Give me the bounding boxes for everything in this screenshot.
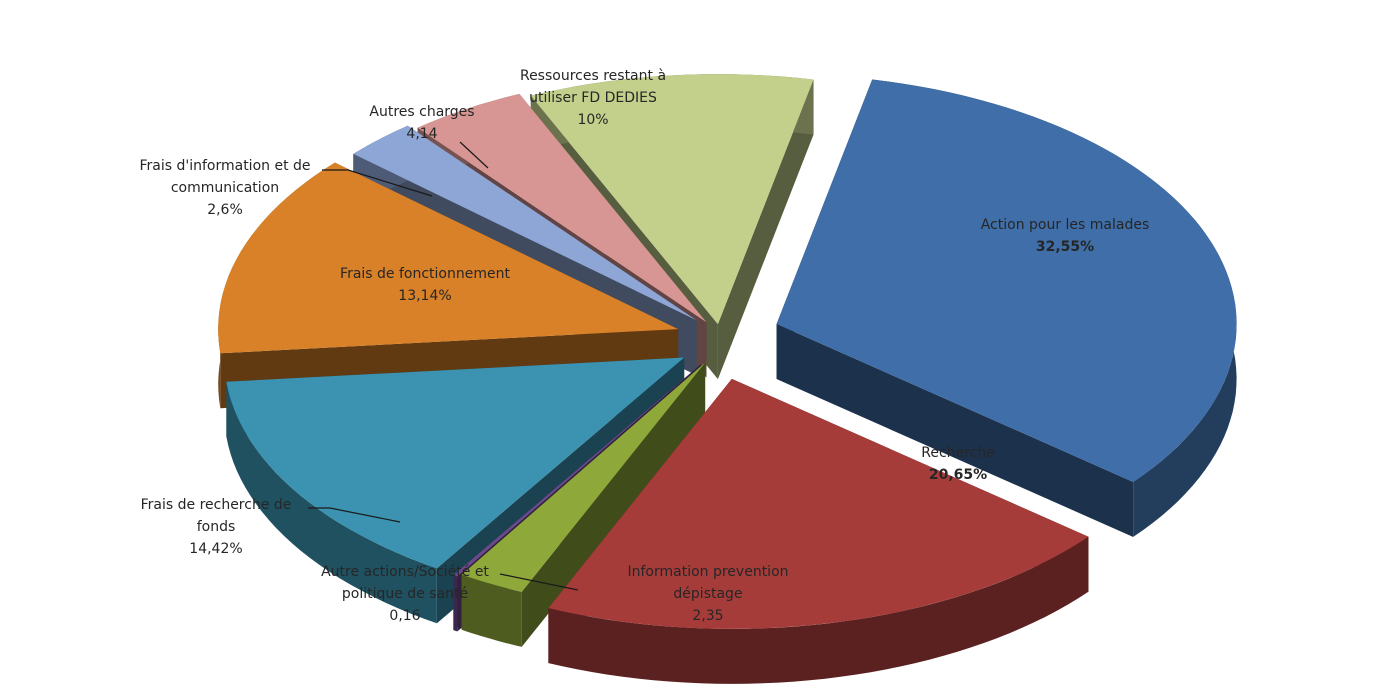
pie-slice-0 <box>776 79 1237 537</box>
leader-frais-information <box>322 169 433 197</box>
slice-label-recherche: Recherche 20,65% <box>921 445 995 483</box>
pie-slice-2 <box>461 362 706 647</box>
slice-label-frais-de-recherche-de-fonds: Frais de recherche de fonds 14,42% <box>140 497 292 557</box>
slice-label-autres-charges: Autres charges 4,14 <box>369 104 475 142</box>
slice-label-ressources-restant: Ressources restant à utiliser FD DEDIES … <box>519 68 667 128</box>
slice-label-autre-actions: Autre actions/Société et politique de sa… <box>321 564 489 624</box>
leader-autre-actions <box>499 573 579 591</box>
slice-label-frais-information-communication: Frais d'information et de communication … <box>139 158 311 218</box>
slice-label-frais-de-fonctionnement: Frais de fonctionnement 13,14% <box>340 266 510 304</box>
slice-label-action-pour-les-malades: Action pour les malades 32,55% <box>980 217 1150 255</box>
pie-slice-1 <box>548 378 1089 684</box>
leader-autres-charges <box>459 141 489 169</box>
slice-label-information-prevention: Information prevention dépistage 2,35 <box>627 564 789 624</box>
leader-frais-recherche-fonds <box>308 507 401 523</box>
